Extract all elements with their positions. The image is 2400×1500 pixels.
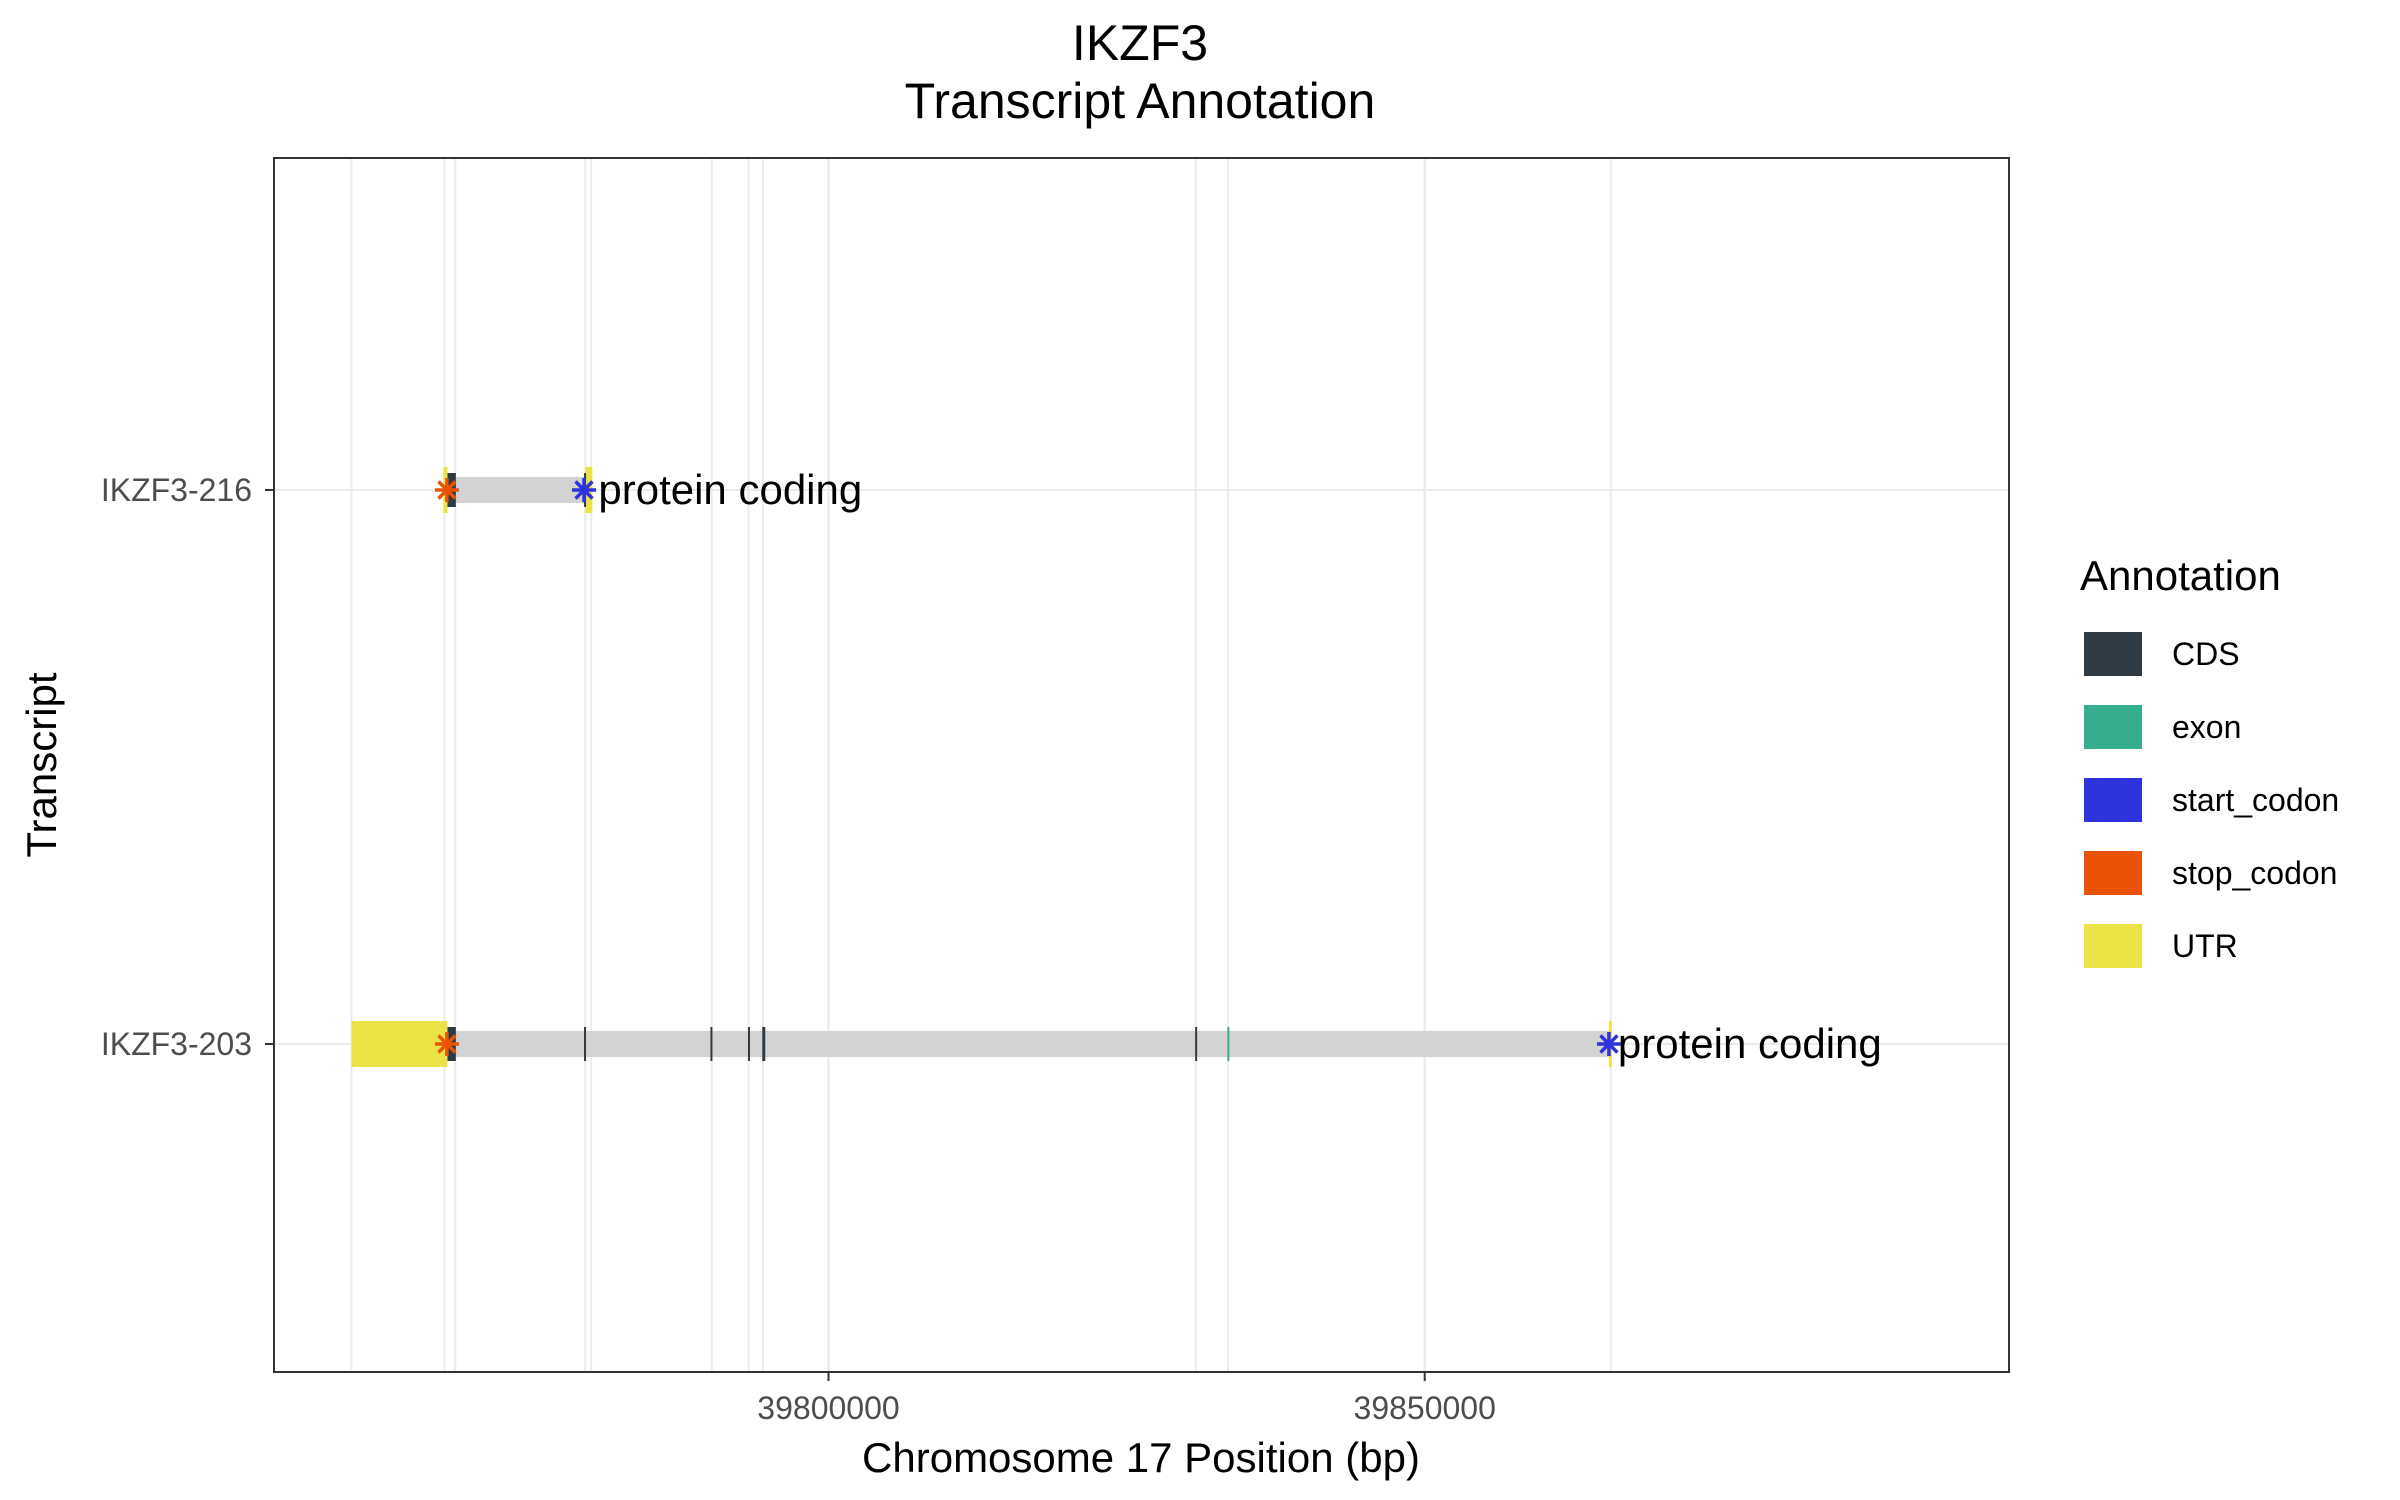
cds-segment <box>1195 1027 1198 1061</box>
legend-swatch <box>2084 705 2142 749</box>
x-axis-title: Chromosome 17 Position (bp) <box>862 1434 1420 1481</box>
transcript-track: protein coding <box>434 466 862 513</box>
cds-segment <box>747 1027 750 1061</box>
legend-item: CDS <box>2084 632 2240 676</box>
y-tick-label: IKZF3-203 <box>101 1026 252 1062</box>
legend-item: exon <box>2084 705 2241 749</box>
start-codon-marker <box>572 478 597 502</box>
plot-border <box>273 157 2010 1373</box>
exon-segment <box>1227 1027 1230 1061</box>
transcript-tracks: protein coding protein coding <box>351 466 1882 1067</box>
legend-label: exon <box>2172 709 2241 745</box>
y-tick-label: IKZF3-216 <box>101 472 252 508</box>
legend-label: stop_codon <box>2172 855 2337 891</box>
plot-background <box>274 158 2009 1372</box>
legend-item: UTR <box>2084 924 2238 968</box>
legend-title: Annotation <box>2080 552 2281 599</box>
x-axis: 39800000 39850000 <box>757 1372 1496 1426</box>
legend-swatch <box>2084 632 2142 676</box>
plot-panel: protein coding protein coding <box>273 157 2010 1373</box>
y-axis-title: Transcript <box>18 672 65 857</box>
intron-backbone <box>444 477 593 503</box>
legend-item: stop_codon <box>2084 851 2337 895</box>
stop-codon-marker <box>434 478 459 502</box>
legend-label: start_codon <box>2172 782 2339 818</box>
y-axis: IKZF3-216 IKZF3-203 <box>101 472 274 1062</box>
x-tick-label: 39850000 <box>1354 1390 1496 1426</box>
chart-title: IKZF3 <box>1072 15 1208 71</box>
legend-swatch <box>2084 924 2142 968</box>
utr-segment <box>351 1021 448 1067</box>
cds-segment <box>710 1027 713 1061</box>
stop-codon-marker <box>434 1032 459 1056</box>
legend-label: CDS <box>2172 636 2240 672</box>
cds-segment <box>762 1027 766 1061</box>
legend-item: start_codon <box>2084 778 2339 822</box>
transcript-track: protein coding <box>351 1020 1882 1067</box>
chart-subtitle: Transcript Annotation <box>905 73 1376 129</box>
cds-segment <box>584 1027 587 1061</box>
legend-label: UTR <box>2172 928 2238 964</box>
legend-swatch <box>2084 851 2142 895</box>
grid-lines <box>274 158 2009 1372</box>
biotype-label: protein coding <box>598 466 862 513</box>
start-codon-marker <box>1596 1032 1621 1056</box>
legend-items: CDS exon start_codon stop_codon UTR <box>2084 632 2339 968</box>
legend: Annotation CDS exon start_codon stop_codon U… <box>2080 552 2339 968</box>
biotype-label: protein coding <box>1618 1020 1882 1067</box>
x-tick-label: 39800000 <box>757 1390 899 1426</box>
legend-swatch <box>2084 778 2142 822</box>
intron-backbone <box>351 1031 1612 1057</box>
